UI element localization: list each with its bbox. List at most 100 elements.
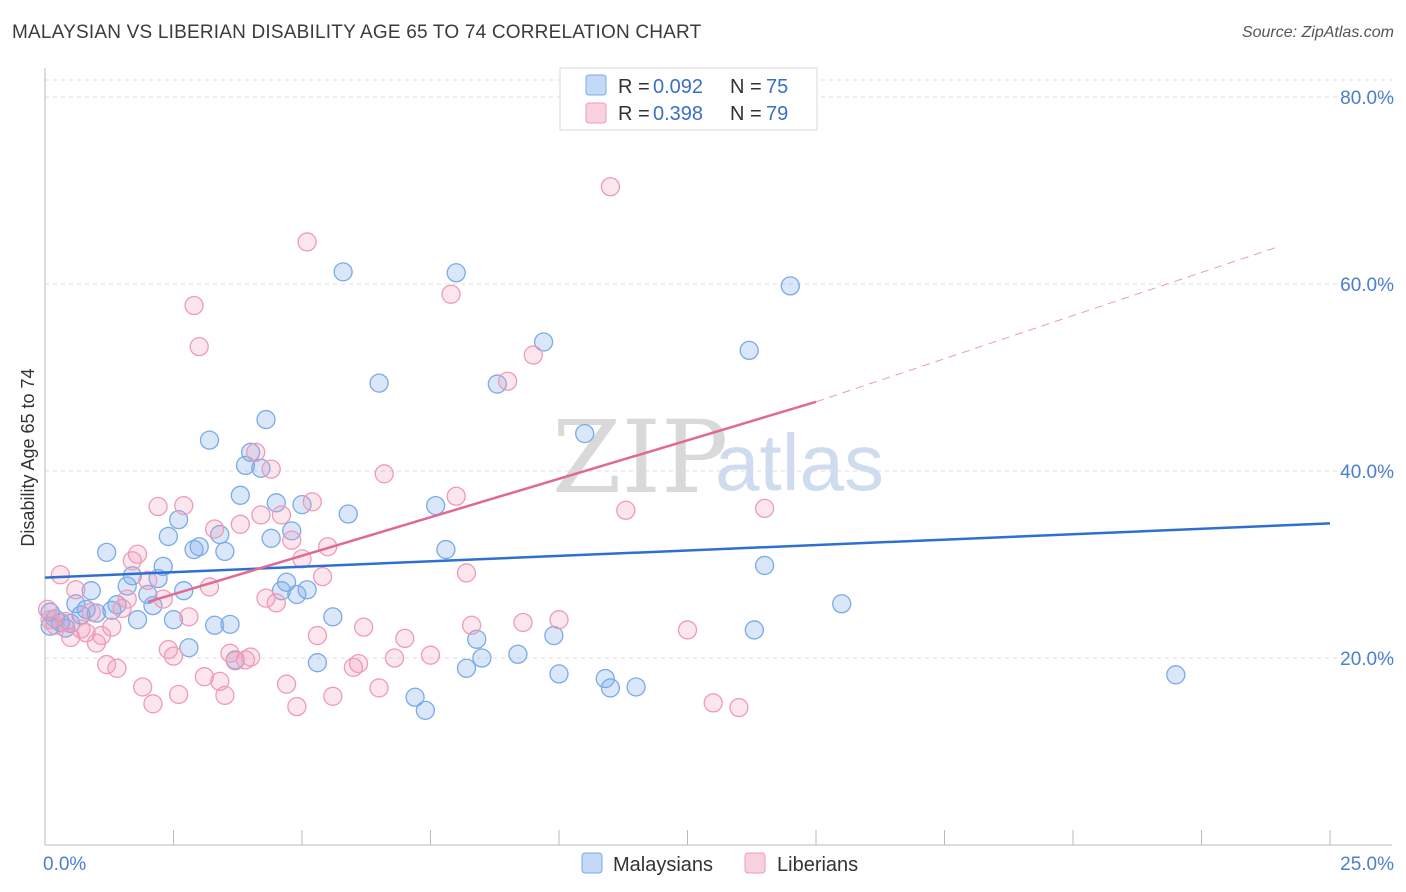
legend-n-label: N = <box>730 76 762 98</box>
watermark: ZIP atlas <box>552 399 884 516</box>
point-liberians <box>297 232 317 252</box>
legend-n-value: 79 <box>766 103 788 125</box>
bottom-legend-swatch-malaysians <box>581 852 603 874</box>
point-liberians <box>677 620 698 640</box>
point-liberians <box>456 563 477 583</box>
point-malaysians <box>600 678 621 698</box>
point-liberians <box>703 693 723 713</box>
point-malaysians <box>754 555 775 576</box>
point-liberians <box>600 177 621 197</box>
y-axis-label: Disability Age 65 to 74 <box>18 368 38 546</box>
point-liberians <box>163 646 184 666</box>
watermark-zip: ZIP <box>552 399 728 516</box>
point-malaysians <box>508 644 528 664</box>
point-liberians <box>138 570 158 591</box>
point-liberians <box>261 459 281 479</box>
point-malaysians <box>122 566 143 586</box>
point-liberians <box>323 686 343 706</box>
point-liberians <box>369 678 389 698</box>
point-liberians <box>112 598 132 619</box>
point-liberians <box>158 639 179 660</box>
point-malaysians <box>472 648 492 668</box>
point-liberians <box>513 612 533 633</box>
point-malaysians <box>189 537 209 557</box>
point-malaysians <box>333 262 353 282</box>
point-malaysians <box>184 539 204 560</box>
bottom-legend-label-malaysians: Malaysians <box>613 854 713 876</box>
bottom-legend: Malaysians Liberians <box>581 852 858 876</box>
point-malaysians <box>533 332 554 352</box>
point-malaysians <box>138 584 158 605</box>
point-liberians <box>343 657 364 677</box>
point-liberians <box>271 505 292 525</box>
watermark-atlas: atlas <box>715 418 884 507</box>
point-malaysians <box>456 658 477 678</box>
legend: R = 0.092 N = 75 R = 0.398 N = 79 <box>559 67 818 131</box>
point-liberians <box>97 654 117 675</box>
point-malaysians <box>323 607 343 627</box>
point-malaysians <box>66 594 86 614</box>
point-liberians <box>133 677 153 697</box>
point-liberians <box>230 514 250 534</box>
point-malaysians <box>256 409 276 430</box>
point-malaysians <box>415 700 436 721</box>
point-liberians <box>312 567 333 587</box>
point-malaysians <box>780 276 800 296</box>
point-liberians <box>754 498 775 519</box>
point-liberians <box>215 685 235 706</box>
point-liberians <box>240 647 261 667</box>
point-liberians <box>302 492 322 512</box>
point-liberians <box>102 617 122 637</box>
point-malaysians <box>405 687 425 707</box>
point-malaysians <box>626 677 646 697</box>
point-malaysians <box>307 653 328 673</box>
point-liberians <box>71 619 91 639</box>
legend-r-label: R = <box>618 76 650 98</box>
tick-labels: 20.0% 40.0% 60.0% 80.0% 0.0% 25.0% <box>43 88 1394 875</box>
point-liberians <box>81 602 101 622</box>
point-malaysians <box>266 493 286 513</box>
point-malaysians <box>204 615 225 635</box>
point-liberians <box>117 589 137 609</box>
point-malaysians <box>158 526 179 547</box>
y-tick-label: 80.0% <box>1340 88 1394 109</box>
point-malaysians <box>153 556 173 577</box>
point-liberians <box>354 617 374 637</box>
point-malaysians <box>1166 665 1186 685</box>
point-liberians <box>251 505 271 525</box>
point-malaysians <box>127 610 148 630</box>
scatter-points <box>37 177 1186 721</box>
trend-line-liberians <box>147 400 817 604</box>
bottom-legend-swatch-liberians <box>744 852 766 874</box>
point-liberians <box>616 500 636 520</box>
point-liberians <box>446 486 466 506</box>
point-liberians <box>307 625 328 646</box>
point-liberians <box>461 615 482 635</box>
point-malaysians <box>230 485 250 505</box>
point-liberians <box>189 336 209 357</box>
point-liberians <box>287 696 307 717</box>
point-liberians <box>348 653 369 674</box>
point-liberians <box>441 284 461 304</box>
point-malaysians <box>179 638 199 658</box>
point-liberians <box>194 667 214 687</box>
point-liberians <box>40 610 60 630</box>
point-malaysians <box>739 340 759 361</box>
y-tick-label: 20.0% <box>1340 649 1394 670</box>
point-malaysians <box>549 664 569 684</box>
point-liberians <box>122 551 143 571</box>
point-malaysians <box>425 495 446 516</box>
point-liberians <box>282 530 302 550</box>
legend-n-label: N = <box>730 103 762 125</box>
point-malaysians <box>240 442 261 462</box>
point-malaysians <box>369 373 389 393</box>
point-liberians <box>395 628 415 649</box>
point-malaysians <box>97 542 117 562</box>
point-malaysians <box>436 539 456 560</box>
point-malaysians <box>575 423 595 444</box>
point-liberians <box>374 464 394 484</box>
point-liberians <box>729 697 749 718</box>
point-malaysians <box>287 584 307 605</box>
point-liberians <box>266 593 286 613</box>
